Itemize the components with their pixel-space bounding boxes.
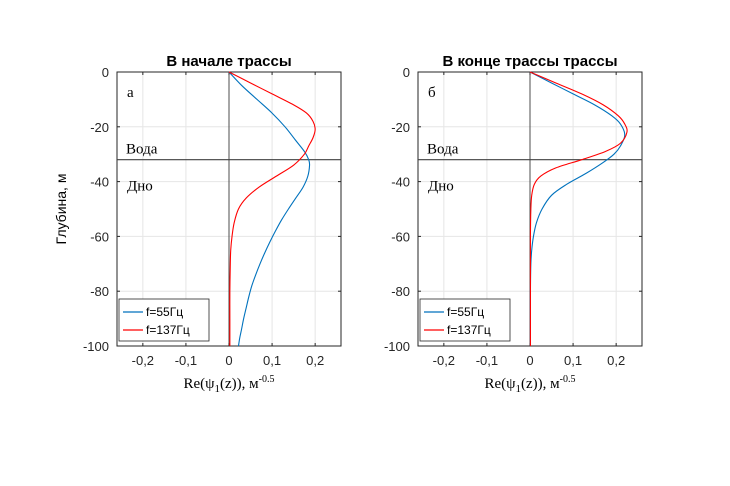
y-tick-label: -40 (391, 175, 410, 190)
x-tick-label: 0,2 (306, 353, 324, 368)
x-tick-label: 0,2 (607, 353, 625, 368)
series-line-2 (228, 71, 316, 346)
legend-entry: f=137Гц (447, 323, 491, 337)
legend-box (419, 298, 511, 342)
x-tick-label: 0 (225, 353, 232, 368)
y-tick-label: 0 (403, 65, 410, 80)
chart-title: В конце трассы трассы (442, 53, 617, 70)
y-tick-label: -40 (90, 175, 109, 190)
water-label: Вода (126, 142, 158, 158)
series-line-1 (228, 71, 311, 347)
bottom-label: Дно (127, 179, 153, 195)
y-tick-label: -100 (384, 339, 410, 354)
chart-panel-2: -0,2 -0,1 0 0,1 0,2 0 -20 -40 -60 -80 -100 Вода Дно б… (384, 53, 643, 395)
legend-entry: f=55Гц (447, 305, 484, 319)
bottom-label: Дно (428, 179, 454, 195)
legend-entry: f=137Гц (146, 323, 190, 337)
y-tick-label: -80 (391, 284, 410, 299)
x-axis-label: Re(ψ1(z)), м-0.5 (484, 374, 575, 395)
legend: f=55Гц f=137Гц (118, 298, 210, 342)
panel-letter: а (127, 85, 134, 101)
y-axis-label: Глубина, м (53, 174, 69, 245)
y-tick-label: -20 (391, 120, 410, 135)
chart-title: В начале трассы (166, 53, 291, 70)
x-tick-label: -0,1 (476, 353, 498, 368)
series-line-1 (529, 71, 626, 346)
x-axis-label: Re(ψ1(z)), м-0.5 (183, 374, 274, 395)
y-tick-label: -60 (391, 229, 410, 244)
x-tick-label: 0 (526, 353, 533, 368)
series-line-2 (529, 71, 628, 346)
y-tick-label: -100 (83, 339, 109, 354)
chart-panel-1: -0,2 -0,1 0 0,1 0,2 0 -20 -40 -60 -80 -100 Вода Дно а… (83, 53, 342, 395)
x-tick-label: -0,2 (433, 353, 455, 368)
x-tick-label: -0,2 (132, 353, 154, 368)
water-label: Вода (427, 142, 459, 158)
y-tick-label: 0 (102, 65, 109, 80)
legend-box (118, 298, 210, 342)
x-tick-label: -0,1 (175, 353, 197, 368)
x-tick-label: 0,1 (263, 353, 281, 368)
y-tick-label: -60 (90, 229, 109, 244)
y-tick-label: -80 (90, 284, 109, 299)
panel-letter: б (428, 85, 436, 101)
x-tick-label: 0,1 (564, 353, 582, 368)
legend-entry: f=55Гц (146, 305, 183, 319)
legend: f=55Гц f=137Гц (419, 298, 511, 342)
y-tick-label: -20 (90, 120, 109, 135)
